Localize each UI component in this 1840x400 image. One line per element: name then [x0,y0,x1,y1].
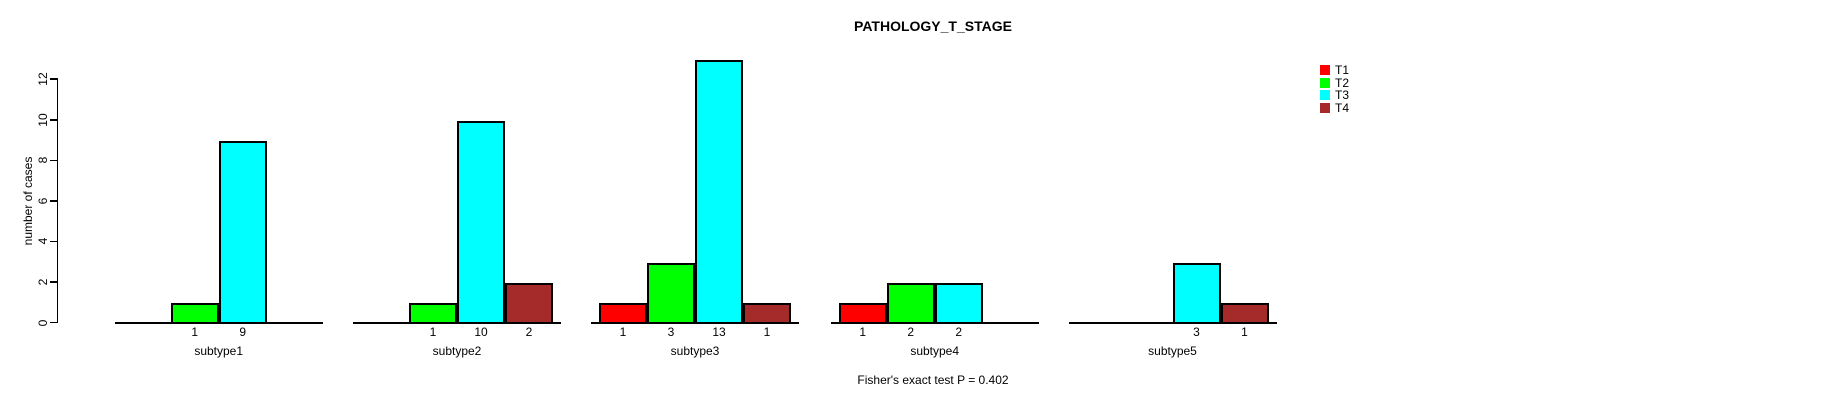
fisher-test-note: Fisher's exact test P = 0.402 [857,373,1009,387]
group-label-subtype2: subtype2 [432,344,482,358]
bar-value-label-subtype2-T4: 2 [525,324,533,339]
chart-title: PATHOLOGY_T_STAGE [854,18,1012,34]
group-label-subtype3: subtype3 [670,344,720,358]
y-axis-tick-label: 6 [35,197,50,205]
y-axis-tick-label: 2 [35,278,50,286]
legend-item-label-T4: T4 [1335,100,1350,115]
bar-subtype1-T2 [170,303,219,324]
bar-subtype3-T2 [647,262,695,324]
bar-subtype4-T1 [838,303,887,324]
bar-value-label-subtype4-T2: 2 [907,324,915,339]
bar-value-label-subtype4-T1: 1 [859,324,867,339]
legend: T1 T2 T3 T4 [1320,63,1440,125]
bar-subtype5-T3 [1172,262,1221,324]
bar-value-label-subtype2-T2: 1 [429,324,437,339]
bar-value-label-subtype4-T3: 2 [955,324,963,339]
legend-swatch-T3 [1320,90,1330,101]
bar-subtype2-T2 [409,303,457,324]
legend-item-T3: T3 [1320,88,1440,103]
y-axis-tick-label: 4 [35,238,50,245]
bar-value-label-subtype3-T4: 1 [763,324,771,339]
bar-subtype4-T3 [934,283,983,324]
bar-value-label-subtype3-T3: 13 [712,324,726,339]
legend-item-label-T3: T3 [1335,88,1350,103]
bar-value-label-subtype3-T1: 1 [619,324,627,339]
y-axis-tick-label: 0 [35,319,50,326]
bar-subtype1-T3 [218,141,267,324]
bar-subtype4-T2 [886,283,935,324]
y-axis-tick [49,159,57,162]
bar-subtype2-T3 [457,120,505,324]
y-axis-tick [49,200,57,202]
y-axis-tick-label: 10 [35,113,50,127]
bar-subtype3-T1 [599,303,647,324]
group-label-subtype5: subtype5 [1148,344,1197,358]
bar-value-label-subtype1-T3: 9 [239,324,247,339]
y-axis-tick-label: 8 [35,157,50,164]
y-axis-tick [49,321,57,324]
bar-value-label-subtype1-T2: 1 [191,324,199,339]
legend-swatch-T2 [1320,77,1330,88]
bar-value-label-subtype5-T4: 1 [1241,324,1248,339]
group-label-subtype1: subtype1 [194,344,244,358]
legend-item-label-T2: T2 [1335,75,1350,90]
bar-subtype5-T4 [1220,303,1269,324]
bar-subtype3-T4 [743,303,791,324]
bar-subtype2-T4 [505,283,553,324]
bar-subtype3-T3 [695,59,743,324]
bar-value-label-subtype5-T3: 3 [1193,324,1200,339]
y-axis-tick-label: 12 [35,72,50,86]
y-axis-tick [49,78,57,80]
y-axis-tick [49,119,57,121]
legend-swatch-T1 [1320,65,1330,75]
legend-item-T1: T1 [1320,63,1440,77]
y-axis-tick [49,281,57,283]
legend-item-T4: T4 [1320,100,1440,115]
legend-swatch-T4 [1320,102,1330,113]
bar-value-label-subtype2-T3: 10 [474,324,488,339]
bar-value-label-subtype3-T2: 3 [667,324,675,339]
group-label-subtype4: subtype4 [910,344,960,358]
legend-item-T2: T2 [1320,75,1440,90]
y-axis-tick [49,240,57,243]
legend-item-label-T1: T1 [1335,63,1350,77]
y-axis-line [56,78,59,324]
